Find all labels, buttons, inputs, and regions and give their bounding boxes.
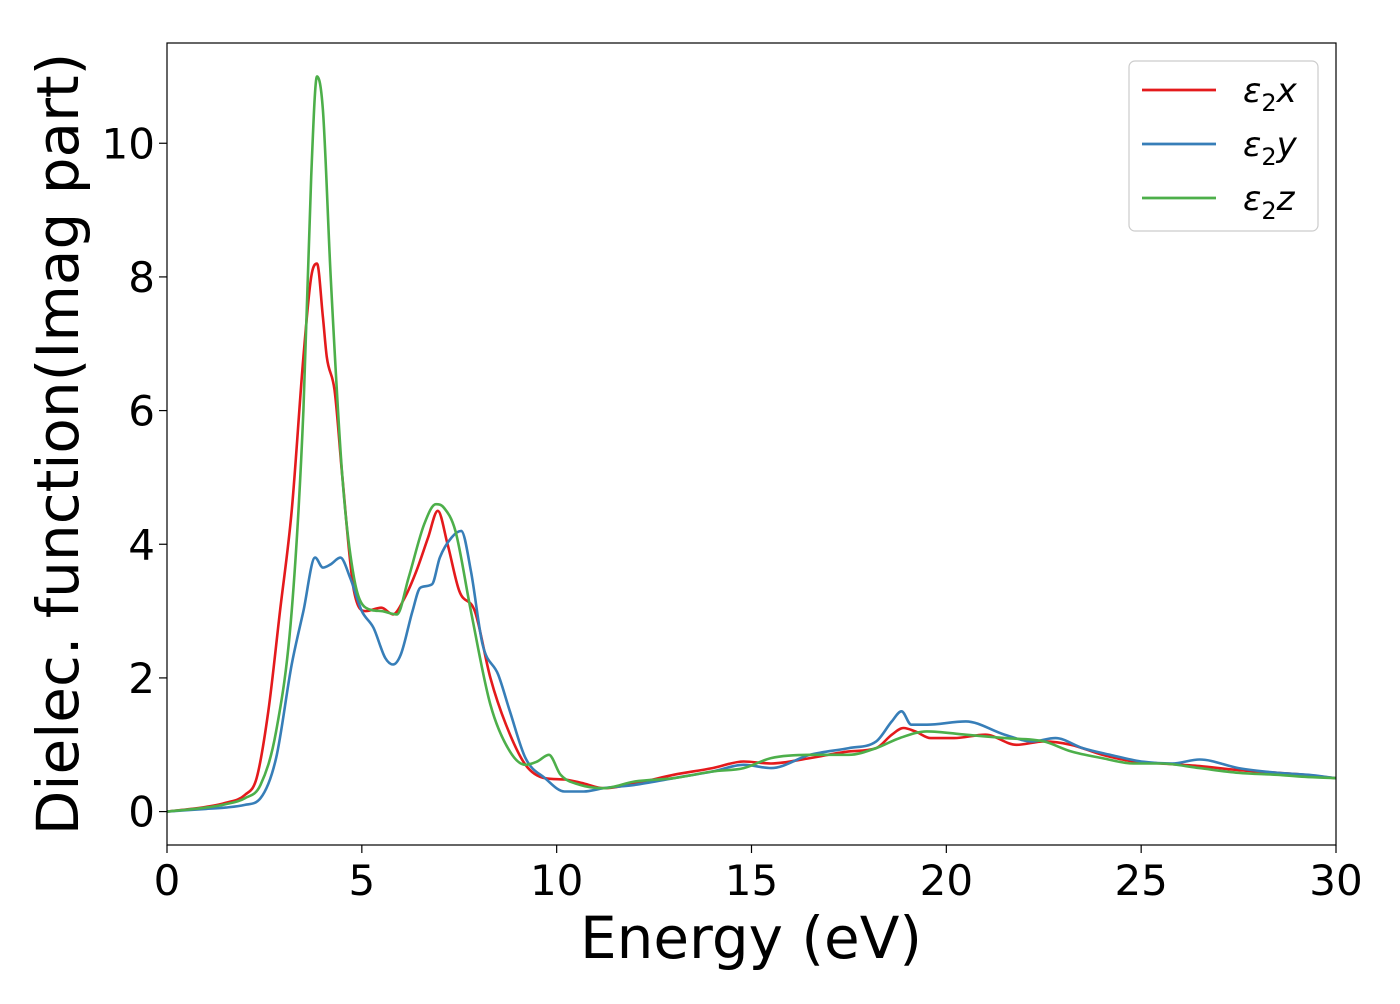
y-tick-label: 6 (128, 387, 155, 436)
legend-box (1128, 60, 1319, 232)
y-axis-label: Dielec. function(Imag part) (24, 53, 92, 836)
x-tick-label: 5 (348, 856, 375, 905)
x-tick-label: 25 (1114, 856, 1167, 905)
x-tick-label: 10 (530, 856, 583, 905)
series-line-z (166, 75, 1337, 813)
y-tick-label: 0 (128, 788, 155, 837)
x-axis-ticks: 0 5 10 15 20 25 30 (154, 845, 1363, 905)
x-tick-label: 0 (154, 856, 181, 905)
legend-label-x: ε2x (1243, 71, 1298, 117)
x-tick-label: 20 (920, 856, 973, 905)
x-tick-label: 15 (725, 856, 778, 905)
y-tick-label: 10 (102, 119, 155, 168)
legend-entries: ε2x ε2y ε2z (1142, 71, 1298, 225)
x-tick-label: 30 (1309, 856, 1362, 905)
y-tick-label: 4 (128, 520, 155, 569)
legend-label-z: ε2z (1243, 179, 1296, 225)
y-tick-label: 2 (128, 654, 155, 703)
legend-label-y: ε2y (1243, 125, 1298, 171)
legend: ε2x ε2y ε2z (1128, 60, 1319, 232)
y-axis-ticks: 0 2 4 6 8 10 (102, 119, 167, 837)
x-axis-label: Energy (eV) (580, 904, 922, 972)
series-layer (166, 75, 1337, 813)
y-tick-label: 8 (128, 253, 155, 302)
